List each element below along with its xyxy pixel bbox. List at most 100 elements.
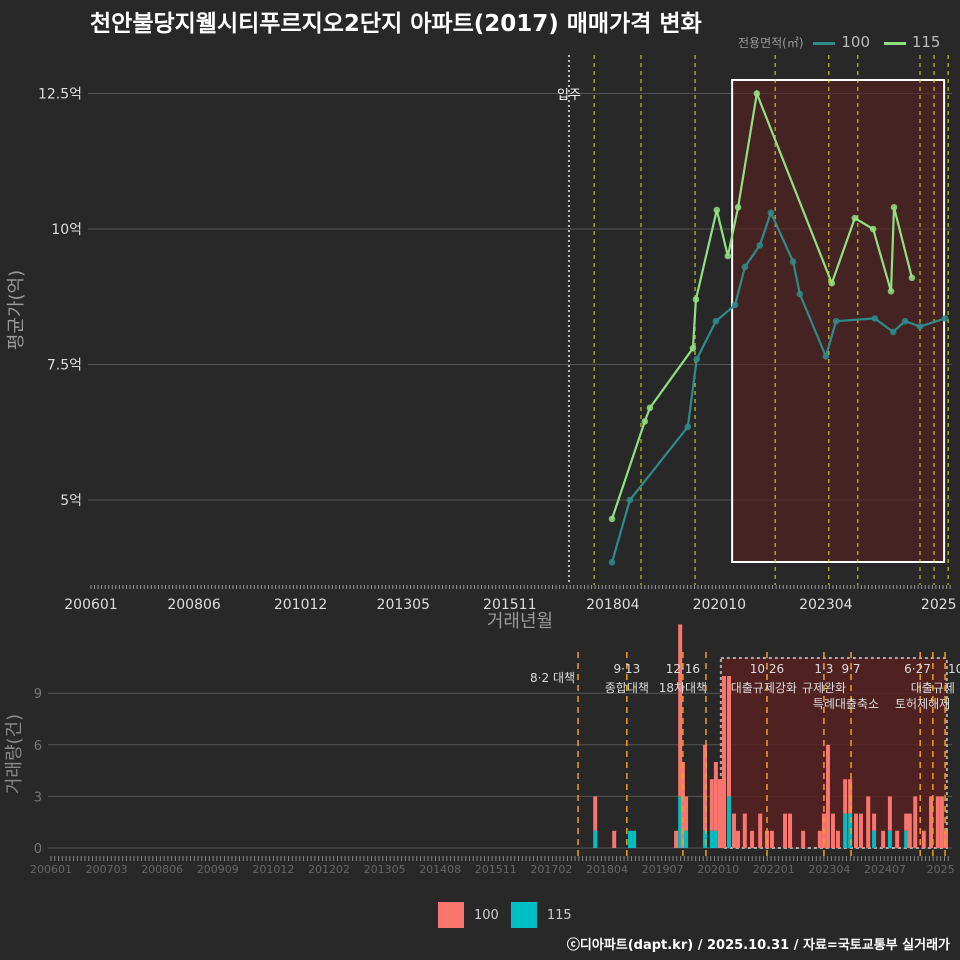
data-point-100	[889, 328, 897, 336]
legend-swatch-100	[813, 42, 836, 45]
x-tick-label: 200601	[64, 597, 117, 613]
data-point-115	[887, 288, 895, 295]
bar-100	[713, 762, 718, 831]
data-point-100	[822, 353, 830, 360]
x-tick-label: 201511	[483, 597, 536, 613]
y-tick-label: 5억	[60, 493, 82, 509]
x-tick-label: 201305	[377, 597, 430, 613]
bar-100	[717, 779, 722, 848]
bar-100	[854, 813, 859, 848]
bar-115	[709, 830, 714, 848]
data-point-115	[646, 404, 654, 412]
policy-label: 대출규제	[911, 681, 955, 695]
x-tick-label: 200909	[197, 863, 239, 876]
policy-label: 종합대책	[605, 680, 649, 695]
data-point-115	[692, 296, 700, 303]
bar-100	[943, 830, 948, 848]
policy-label: 토허제해제	[895, 697, 950, 711]
data-point-100	[832, 317, 840, 325]
legend-bottom: 100 115	[438, 902, 572, 928]
bar-100	[866, 796, 871, 848]
y-tick-label: 12.5억	[38, 87, 82, 103]
data-point-100	[789, 258, 797, 265]
data-point-100	[626, 496, 634, 504]
bar-100	[935, 796, 940, 848]
bar-100	[929, 796, 934, 848]
bar-100	[680, 762, 685, 848]
policy-label: 특례대출축소	[813, 697, 879, 711]
bar-115	[872, 830, 877, 848]
bar-100	[788, 813, 793, 848]
bar-100	[758, 813, 763, 848]
bar-100	[742, 813, 747, 848]
bar-100	[887, 796, 892, 831]
bar-100	[881, 830, 886, 848]
x-tick-label: 201804	[586, 863, 628, 876]
data-point-100	[871, 315, 879, 322]
bar-100	[801, 830, 806, 848]
bar-100	[612, 830, 617, 848]
legend-swatch-100	[438, 902, 464, 928]
bar-115	[684, 830, 689, 848]
y-axis-title: 평균가(억)	[6, 270, 27, 350]
data-point-115	[734, 204, 742, 211]
bar-100	[593, 796, 598, 831]
policy-date: 10·26	[750, 662, 784, 676]
policy-label: 18차대책	[659, 680, 707, 695]
data-point-100	[741, 263, 749, 271]
data-point-100	[767, 209, 775, 217]
x-tick-label: 201305	[364, 863, 406, 876]
x-tick-label: 201012	[252, 863, 294, 876]
data-point-115	[869, 225, 877, 233]
bar-100	[731, 813, 736, 848]
policy-label: 대출규제강화	[731, 681, 797, 695]
data-point-115	[828, 279, 836, 287]
data-point-100	[712, 317, 720, 325]
bar-100	[684, 796, 689, 831]
policy-date: 12·16	[666, 662, 700, 676]
data-point-100	[901, 317, 909, 325]
y-tick-label: 10억	[51, 222, 82, 238]
data-point-115	[608, 515, 616, 523]
data-point-100	[916, 323, 924, 330]
bar-100	[825, 744, 830, 848]
x-tick-label: 200806	[141, 863, 183, 876]
bar-100	[913, 796, 918, 848]
x-tick-label: 202010	[697, 863, 739, 876]
x-tick-label: 200601	[30, 863, 72, 876]
x-tick-label: 201012	[274, 597, 327, 613]
bar-100	[709, 779, 714, 831]
data-point-100	[796, 290, 804, 298]
x-tick-label: 200806	[167, 597, 221, 613]
x-tick-label: 201702	[530, 863, 572, 876]
data-point-100	[608, 559, 616, 566]
bar-100	[921, 830, 926, 848]
legend-area: 전용면적(㎡) 100 115	[738, 33, 940, 51]
x-tick-label: 202304	[808, 863, 850, 876]
bar-115	[887, 830, 892, 848]
data-point-115	[689, 344, 697, 352]
legend-swatch-115	[883, 42, 906, 45]
bar-100	[843, 779, 848, 814]
bar-100	[835, 830, 840, 848]
y-tick-label: 9	[34, 687, 42, 702]
bar-115	[843, 813, 848, 848]
bar-100	[904, 813, 909, 831]
policy-date: 6·27	[904, 662, 931, 676]
legend-label-115: 115	[546, 907, 572, 923]
y-tick-label: 0	[34, 842, 42, 857]
x-tick-label: 2025	[921, 597, 957, 613]
legend-label-100: 100	[841, 33, 870, 51]
policy-label: 규제완화	[802, 681, 846, 695]
x-tick-label: 202010	[693, 597, 746, 613]
data-point-115	[851, 214, 859, 222]
data-point-115	[890, 204, 898, 211]
bar-100	[722, 676, 727, 848]
bar-100	[736, 830, 741, 848]
data-point-115	[908, 274, 916, 282]
y-axis-title: 거래량(건)	[4, 714, 25, 794]
bar-115	[632, 830, 637, 848]
x-tick-label: 201511	[475, 863, 517, 876]
data-point-100	[684, 423, 692, 431]
x-tick-label: 2025	[927, 863, 955, 876]
